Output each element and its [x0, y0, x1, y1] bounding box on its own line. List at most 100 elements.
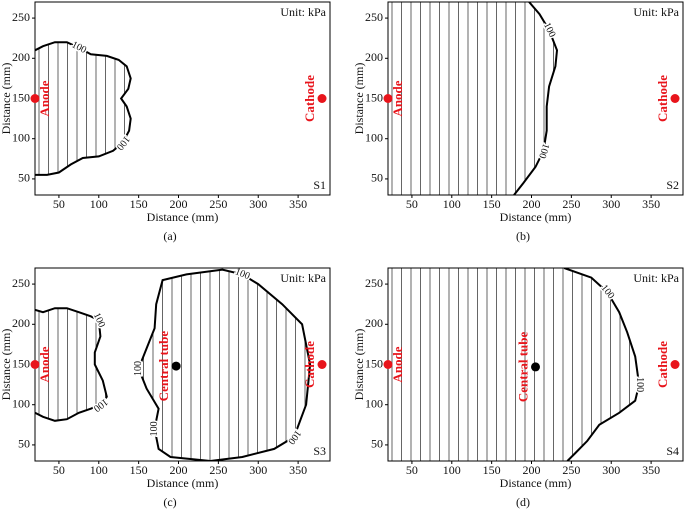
y-tick-label: 150	[12, 90, 30, 104]
y-tick-label: 150	[12, 356, 30, 370]
plot-frame	[34, 1, 331, 196]
sample-label: S2	[666, 178, 679, 192]
y-tick-label: 50	[371, 171, 383, 185]
x-tick-label: 200	[523, 463, 541, 477]
marker	[30, 94, 40, 103]
x-tick-label: 250	[562, 197, 580, 211]
x-tick-label: 50	[53, 197, 65, 211]
marker	[670, 94, 680, 103]
y-tick-label: 250	[365, 276, 383, 290]
marker-label: Anode	[37, 80, 52, 116]
y-tick-label: 200	[12, 50, 30, 64]
x-tick-label: 200	[170, 197, 188, 211]
marker-label: Anode	[390, 346, 405, 382]
x-tick-label: 250	[209, 197, 227, 211]
contour-label: 100	[149, 421, 160, 436]
marker	[531, 362, 540, 372]
sample-label: S1	[313, 178, 326, 192]
unit-label: Unit: kPa	[280, 271, 326, 285]
panel-caption: (d)	[516, 495, 530, 509]
contour-line	[35, 41, 132, 176]
y-axis-title: Distance (mm)	[352, 63, 366, 135]
x-tick-label: 350	[289, 463, 307, 477]
hatching	[143, 269, 306, 461]
contour-line	[35, 307, 108, 422]
sample-label: S4	[666, 444, 679, 458]
x-tick-label: 100	[443, 197, 461, 211]
marker-label: Cathode	[302, 341, 317, 388]
hatching	[38, 42, 125, 175]
x-tick-label: 150	[130, 463, 148, 477]
y-tick-label: 200	[12, 316, 30, 330]
y-axis-title: Distance (mm)	[0, 329, 13, 401]
y-tick-label: 250	[12, 10, 30, 24]
marker	[383, 360, 393, 369]
y-tick-label: 200	[365, 50, 383, 64]
contour-label: 100	[91, 311, 107, 329]
unit-label: Unit: kPa	[633, 271, 679, 285]
y-tick-label: 150	[365, 90, 383, 104]
contour-label: 100	[634, 377, 645, 392]
y-tick-label: 100	[365, 130, 383, 144]
x-tick-label: 200	[523, 197, 541, 211]
x-tick-label: 250	[209, 463, 227, 477]
hatching-inner	[143, 269, 306, 461]
x-tick-label: 50	[406, 463, 418, 477]
x-tick-label: 300	[602, 197, 620, 211]
contour-line	[563, 268, 641, 461]
x-tick-label: 300	[249, 463, 267, 477]
unit-label: Unit: kPa	[633, 5, 679, 19]
contour-line	[513, 2, 559, 195]
marker	[30, 360, 40, 369]
y-tick-label: 50	[18, 171, 30, 185]
y-axis-title: Distance (mm)	[0, 63, 13, 135]
x-tick-label: 300	[602, 463, 620, 477]
contour-label: 100	[541, 21, 557, 39]
panel: 100 100 100 100 100 100 50 100 150 200 250 300 350 50…	[0, 265, 331, 509]
contour-label: 100	[133, 361, 144, 376]
x-tick-label: 150	[483, 197, 501, 211]
y-tick-label: 200	[365, 316, 383, 330]
marker	[670, 360, 680, 369]
hatching-inner	[38, 42, 125, 175]
y-tick-label: 250	[12, 276, 30, 290]
contour-label: 100	[114, 134, 132, 153]
marker	[317, 360, 327, 369]
x-tick-label: 350	[642, 463, 660, 477]
contour-label: 100	[91, 396, 110, 414]
marker	[317, 94, 327, 103]
x-tick-label: 100	[90, 463, 108, 477]
x-tick-label: 100	[90, 197, 108, 211]
panel-caption: (c)	[163, 495, 176, 509]
marker-label: Anode	[37, 346, 52, 382]
marker-label: Anode	[390, 80, 405, 116]
contour-line	[137, 268, 312, 461]
marker-label: Central tube	[156, 331, 171, 402]
sample-label: S3	[313, 444, 326, 458]
contour-label: 100	[536, 142, 551, 160]
x-tick-label: 50	[406, 197, 418, 211]
y-tick-label: 100	[365, 396, 383, 410]
x-tick-label: 150	[130, 197, 148, 211]
panel-caption: (b)	[516, 229, 530, 243]
contour-label: 100	[285, 428, 303, 447]
unit-label: Unit: kPa	[280, 5, 326, 19]
x-tick-label: 250	[562, 463, 580, 477]
x-axis-title: Distance (mm)	[147, 210, 219, 224]
marker	[171, 361, 181, 371]
panel-caption: (a)	[163, 229, 176, 243]
marker-label: Cathode	[655, 341, 670, 388]
y-tick-label: 100	[12, 130, 30, 144]
x-tick-label: 50	[53, 463, 65, 477]
contour-label: 100	[70, 39, 88, 56]
x-axis-title: Distance (mm)	[147, 476, 219, 490]
hatching-inner	[391, 2, 554, 195]
x-axis-title: Distance (mm)	[500, 210, 572, 224]
y-tick-label: 50	[18, 437, 30, 451]
y-axis-title: Distance (mm)	[352, 329, 366, 401]
marker-label: Cathode	[655, 75, 670, 122]
x-tick-label: 100	[443, 463, 461, 477]
